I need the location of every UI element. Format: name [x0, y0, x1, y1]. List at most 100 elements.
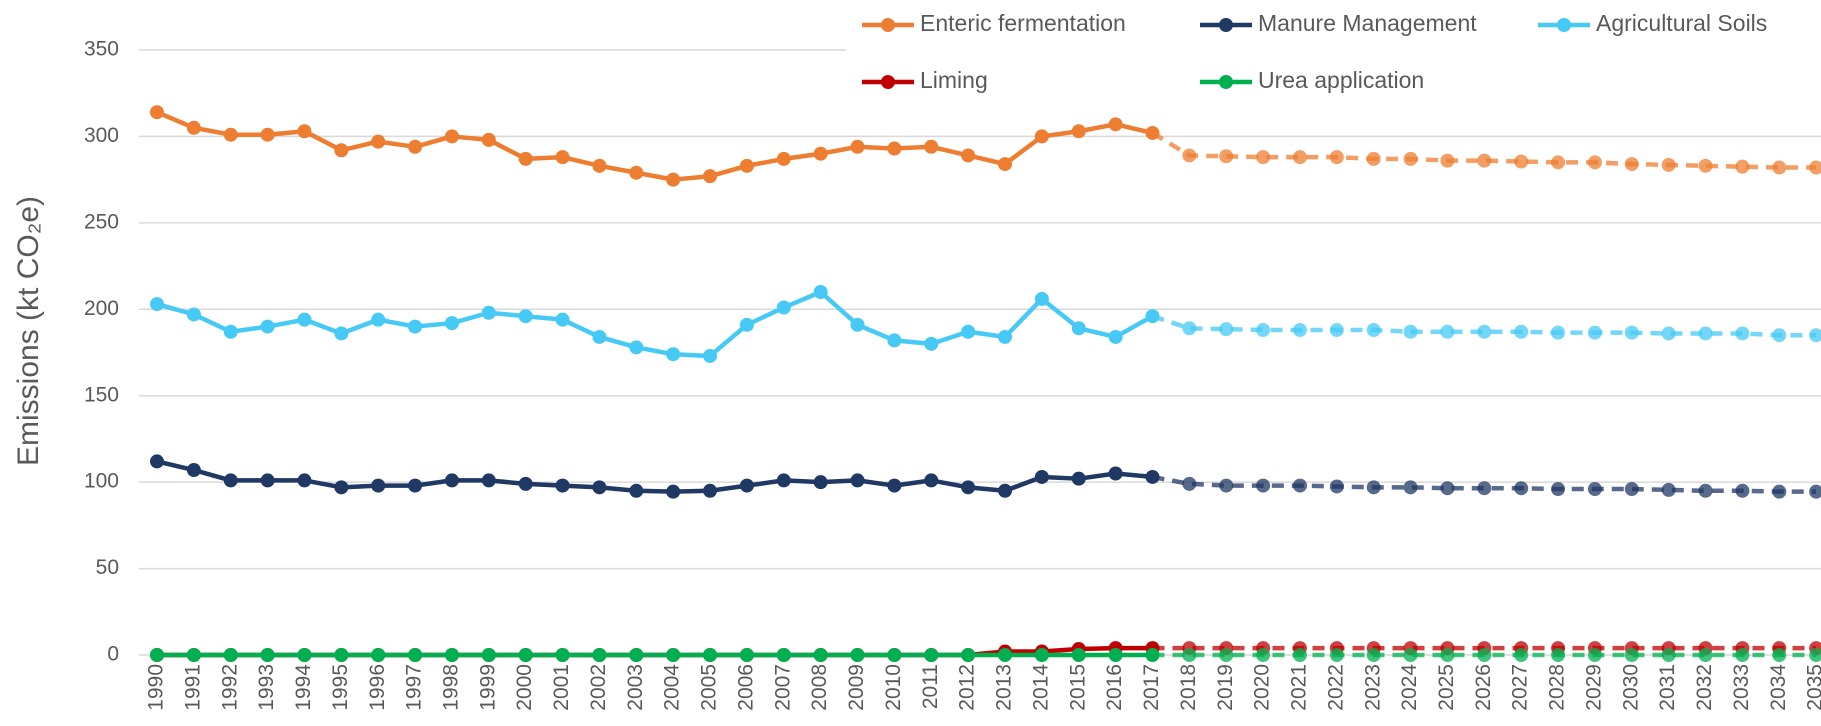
x-tick-label: 2018 — [1177, 664, 1200, 711]
data-point — [629, 483, 644, 498]
data-point — [1477, 481, 1492, 496]
data-point — [334, 480, 349, 495]
data-point — [1440, 648, 1455, 662]
data-point — [1698, 326, 1713, 341]
data-point — [1034, 648, 1049, 662]
data-point — [998, 648, 1013, 662]
data-point — [481, 132, 496, 147]
data-point — [481, 648, 496, 662]
data-point — [813, 648, 828, 662]
data-point — [1772, 484, 1787, 499]
data-point — [1698, 158, 1713, 173]
data-point — [1587, 325, 1602, 340]
data-point — [481, 305, 496, 320]
data-point — [371, 478, 386, 493]
data-point — [1219, 149, 1234, 164]
data-point — [1477, 324, 1492, 339]
legend-marker — [881, 75, 895, 89]
data-point — [1661, 157, 1676, 172]
data-point — [1292, 150, 1307, 165]
data-point — [887, 333, 902, 348]
data-point — [1624, 157, 1639, 172]
series-line — [156, 289, 1154, 359]
data-point — [1219, 648, 1234, 662]
data-point — [1661, 326, 1676, 341]
data-point — [1071, 471, 1086, 486]
x-tick-label: 2022 — [1324, 664, 1347, 711]
data-point — [186, 463, 201, 478]
legend-label: Agricultural Soils — [1596, 10, 1767, 36]
data-point — [555, 478, 570, 493]
data-point — [924, 473, 939, 488]
data-point — [592, 480, 607, 495]
data-point — [1182, 321, 1197, 336]
data-point — [1329, 479, 1344, 494]
x-tick-label: 1994 — [292, 664, 315, 711]
data-point — [297, 648, 312, 662]
data-point — [1514, 648, 1529, 662]
data-point — [297, 312, 312, 327]
data-point — [1403, 324, 1418, 339]
data-point — [961, 324, 976, 339]
data-point — [1071, 321, 1086, 336]
data-point — [260, 473, 275, 488]
data-point — [444, 473, 459, 488]
legend-label: Liming — [920, 67, 988, 93]
data-point — [1145, 309, 1160, 324]
data-point — [1587, 648, 1602, 662]
data-point — [1182, 148, 1197, 163]
data-point — [666, 347, 681, 362]
data-point — [1551, 482, 1566, 497]
x-tick-label: 2027 — [1509, 664, 1532, 711]
data-point — [371, 648, 386, 662]
grid: 0 50 100 150 200 250 300 350 1990 1991 1992 1993 199… — [84, 38, 1821, 711]
data-point — [1698, 648, 1713, 662]
series-line — [156, 110, 1154, 182]
legend-background — [846, 0, 1821, 110]
data-point — [703, 169, 718, 184]
data-point — [408, 648, 423, 662]
legend-label: Manure Management — [1258, 10, 1477, 36]
x-tick-label: 2012 — [956, 664, 979, 711]
data-point — [776, 648, 791, 662]
data-point — [1735, 483, 1750, 498]
data-point — [334, 326, 349, 341]
data-point — [260, 319, 275, 334]
data-point — [1182, 648, 1197, 662]
legend-marker — [1557, 18, 1571, 32]
data-point — [1366, 648, 1381, 662]
data-point — [887, 478, 902, 493]
x-tick-label: 2026 — [1472, 664, 1495, 711]
x-tick-label: 2000 — [513, 664, 536, 711]
data-point — [739, 648, 754, 662]
data-point — [1145, 648, 1160, 662]
data-point — [1624, 482, 1639, 497]
x-tick-label: 2006 — [734, 664, 757, 711]
x-tick-label: 2016 — [1103, 664, 1126, 711]
data-point — [408, 319, 423, 334]
data-point — [1329, 648, 1344, 662]
data-point — [1108, 466, 1123, 481]
data-point — [1514, 324, 1529, 339]
x-tick-label: 2014 — [1029, 664, 1052, 711]
data-point — [334, 648, 349, 662]
x-tick-label: 1996 — [366, 664, 389, 711]
data-point — [776, 473, 791, 488]
data-point — [1551, 155, 1566, 170]
data-point — [1366, 323, 1381, 338]
data-point — [297, 473, 312, 488]
data-point — [924, 648, 939, 662]
data-point — [186, 648, 201, 662]
x-tick-label: 2009 — [845, 664, 868, 711]
data-point — [1256, 150, 1271, 165]
data-point — [260, 648, 275, 662]
x-tick-label: 2032 — [1693, 664, 1716, 711]
data-point — [998, 329, 1013, 344]
data-point — [1514, 481, 1529, 496]
data-point — [887, 648, 902, 662]
x-tick-label: 2021 — [1288, 664, 1311, 711]
data-point — [924, 139, 939, 154]
plot-area — [150, 105, 1821, 662]
data-point — [813, 475, 828, 490]
data-point — [1661, 482, 1676, 497]
